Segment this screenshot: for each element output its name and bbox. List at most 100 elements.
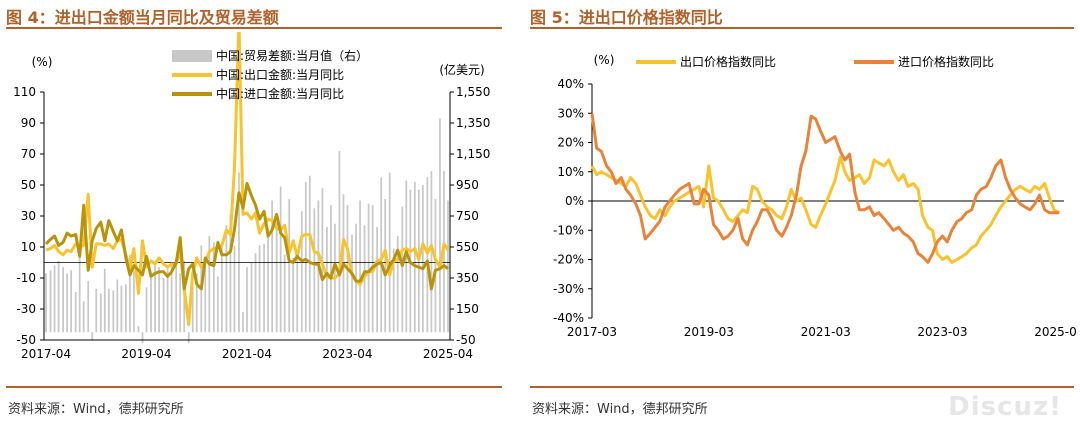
y-tick-label: -40% [553,311,584,325]
trade-balance-bar [66,273,68,333]
trade-balance-bar [426,177,429,333]
trade-balance-bar [417,189,420,333]
y2-tick-label: 1,150 [456,147,490,161]
trade-balance-bar [351,234,353,333]
legend-label: 中国:出口金额:当月同比 [216,67,344,82]
y-tick-label: -10 [16,271,36,285]
y-tick-label: 110 [13,85,36,99]
trade-balance-bar [434,198,437,333]
x-tick-label: 2019-03 [684,325,734,339]
trade-balance-bar [267,228,269,333]
left-chart-title: 图 4：进出口金额当月同比及贸易差额 [6,8,279,27]
trade-balance-bar [99,293,102,333]
trade-balance-bar [129,254,131,333]
y-tick-label: -50 [16,333,36,347]
trade-balance-bar [133,270,135,333]
y-tick-label: -30 [16,302,36,316]
left-bottom-rule [6,386,502,388]
trade-balance-bar [150,278,152,333]
trade-balance-bar [376,226,379,333]
trade-balance-bar [220,242,223,333]
y2-tick-label: 1,550 [456,85,490,99]
x-tick-label: 2023-04 [322,347,372,361]
trade-balance-bar [57,260,60,333]
trade-balance-bar [191,285,194,333]
y2-tick-label: 1,350 [456,116,490,130]
trade-balance-bar [401,206,404,333]
legend-label: 中国:贸易差额:当月值（右） [216,48,368,63]
y-tick-label: 40% [557,77,584,91]
trade-balance-bar [439,118,441,333]
y-tick-label: 70 [21,147,36,161]
export-price-yoy-line [590,155,1061,264]
trade-balance-bar [166,268,169,333]
trade-balance-bar [250,262,253,333]
trade-balance-bar [49,270,52,333]
trade-balance-bar [271,200,274,333]
trade-balance-bar [388,172,391,333]
x-tick-label: 2023-03 [917,325,967,339]
trade-balance-bar [225,225,228,333]
trade-balance-bar [338,150,341,333]
trade-balance-bar [447,200,449,333]
y-tick-label: -10% [553,223,584,237]
trade-balance-bar [208,236,211,333]
trade-balance-bar [263,243,265,333]
x-tick-label: 2017-03 [567,325,617,339]
y-axis-unit: (%) [32,55,53,69]
trade-balance-bar [70,270,73,333]
trade-balance-bar [296,253,299,333]
trade-balance-bar [229,214,232,333]
trade-balance-bar [154,265,156,333]
trade-balance-bar [380,177,383,333]
y-tick-label: 10 [21,240,36,254]
trade-balance-bar [179,273,182,333]
import-yoy-line [44,182,449,291]
trade-balance-bar [45,273,47,333]
trade-balance-bar [162,278,165,333]
trade-balance-bar [233,245,236,333]
x-tick-label: 2025-03 [1034,325,1076,339]
y2-tick-label: 750 [456,209,479,223]
trade-balance-bar [413,181,416,333]
y-tick-label: 20% [557,136,584,150]
left-source-note: 资料来源：Wind，德邦研究所 [8,402,184,417]
trade-balance-bar [304,181,307,333]
right-source-note: 资料来源：Wind，德邦研究所 [532,402,708,417]
y2-axis-unit: (亿美元) [439,62,484,77]
y2-tick-label: 350 [456,271,479,285]
trade-balance-bar [158,267,160,333]
legend-label: 中国:进口金额:当月同比 [216,86,344,101]
trade-balance-bar [95,288,98,333]
trade-balance-bar [246,267,248,333]
x-tick-label: 2021-03 [801,325,851,339]
trade-balance-bar [396,236,399,333]
right-bottom-rule [530,386,1074,388]
trade-balance-bar [216,276,219,333]
y2-tick-label: 550 [456,240,479,254]
y-tick-label: 30 [21,209,36,223]
trade-balance-bar [62,267,64,333]
trade-balance-bar [384,198,387,333]
trade-balance-bar [283,254,286,333]
trade-balance-bar [204,260,207,333]
trade-balance-bar [330,205,332,333]
y-tick-label: -20% [553,253,584,267]
trade-balance-bar [87,281,90,333]
y-tick-label: 50 [21,178,36,192]
trade-balance-bar [103,268,106,333]
trade-balance-bar [288,198,291,333]
trade-balance-bar [254,253,257,333]
trade-balance-bar [91,332,94,340]
watermark-logo: Discuz! [948,392,1062,422]
trade-balance-bar [120,285,123,333]
x-tick-label: 2017-04 [21,347,71,361]
left-title-rule [6,27,502,29]
y-tick-label: 30% [557,106,584,120]
trade-balance-bar [112,290,115,333]
trade-balance-bar [292,257,295,333]
legend-swatch-trade-balance [172,50,212,62]
trade-balance-bar [392,248,395,333]
trade-balance-bar [195,273,198,333]
y-tick-label: 90 [21,116,36,130]
